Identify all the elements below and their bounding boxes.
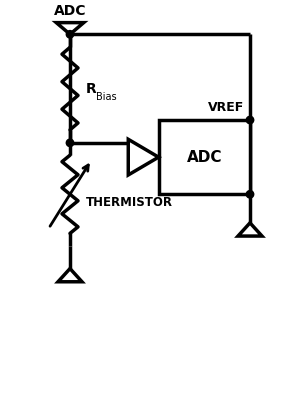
Circle shape xyxy=(66,30,74,38)
Polygon shape xyxy=(58,268,82,282)
Polygon shape xyxy=(238,223,262,236)
Text: ADC: ADC xyxy=(54,4,86,18)
Polygon shape xyxy=(56,23,84,34)
Text: ADC: ADC xyxy=(187,150,222,165)
Polygon shape xyxy=(128,139,159,175)
Polygon shape xyxy=(159,120,250,194)
Circle shape xyxy=(246,116,254,124)
Circle shape xyxy=(246,190,254,198)
Text: VREF: VREF xyxy=(208,101,244,114)
Text: THERMISTOR: THERMISTOR xyxy=(86,196,173,209)
Text: Bias: Bias xyxy=(96,92,116,102)
Text: R: R xyxy=(86,82,97,96)
Circle shape xyxy=(66,139,74,146)
